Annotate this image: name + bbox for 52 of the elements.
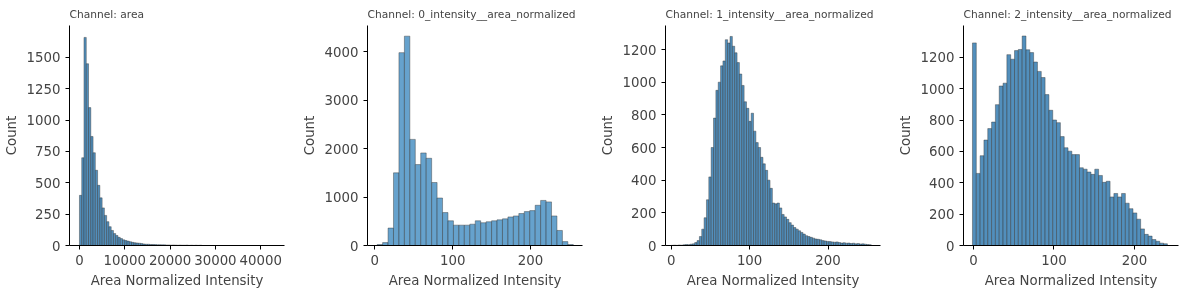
y-axis-title: Count (897, 115, 913, 156)
x-axis-title: Area Normalized Intensity (686, 272, 860, 288)
x-tick-label: 100 (439, 252, 466, 268)
y-tick-label: 3000 (324, 93, 359, 109)
y-tick-label: 200 (631, 205, 657, 221)
y-tick-label: 1000 (26, 113, 61, 129)
y-tick-label: 2000 (324, 141, 359, 157)
x-tick-label: 100 (736, 252, 763, 268)
y-tick-label: 750 (35, 144, 61, 160)
x-tick-label: 30000 (194, 252, 237, 268)
y-tick-label: 200 (929, 207, 955, 223)
x-tick-label: 10000 (103, 252, 146, 268)
chart-title: Channel: 2_intensity__area_normalized (963, 7, 1172, 21)
x-tick-label: 100 (1041, 252, 1067, 268)
y-tick-label: 1200 (622, 42, 657, 58)
y-tick-label: 1000 (622, 75, 657, 91)
x-tick-label: 40000 (239, 252, 282, 268)
y-tick-label: 1200 (920, 50, 955, 66)
y-axis-title: Count (3, 115, 19, 156)
y-tick-label: 400 (631, 173, 657, 189)
y-tick-label: 0 (648, 238, 657, 254)
x-tick-label: 200 (815, 252, 841, 268)
x-tick-label: 200 (517, 252, 544, 268)
y-tick-label: 0 (946, 238, 955, 254)
y-tick-label: 250 (35, 207, 61, 223)
x-tick-label: 20000 (148, 252, 192, 268)
y-tick-label: 600 (631, 140, 657, 156)
y-tick-label: 500 (35, 175, 61, 191)
chart-title: Channel: 0_intensity__area_normalized (367, 7, 576, 21)
x-axis-title: Area Normalized Intensity (388, 272, 562, 288)
y-tick-label: 0 (350, 238, 359, 254)
y-tick-label: 4000 (324, 44, 359, 60)
y-tick-label: 0 (52, 238, 61, 254)
y-axis-title: Count (599, 115, 615, 156)
y-tick-label: 1500 (26, 50, 61, 66)
y-tick-label: 1000 (920, 81, 955, 97)
x-tick-label: 0 (75, 252, 84, 268)
chart-title: Channel: area (69, 7, 144, 21)
y-axis-title: Count (301, 115, 317, 156)
y-tick-label: 1250 (26, 81, 61, 97)
y-tick-label: 1000 (324, 190, 359, 206)
x-tick-label: 0 (370, 252, 380, 268)
x-tick-label: 0 (666, 252, 676, 268)
y-tick-label: 600 (929, 144, 955, 160)
y-tick-label: 800 (929, 113, 955, 129)
x-axis-title: Area Normalized Intensity (984, 272, 1158, 288)
y-tick-label: 400 (929, 175, 955, 191)
x-tick-label: 200 (1121, 252, 1148, 268)
x-axis-title: Area Normalized Intensity (90, 272, 264, 288)
x-tick-label: 0 (969, 252, 978, 268)
chart-title: Channel: 1_intensity__area_normalized (665, 7, 874, 21)
y-tick-label: 800 (631, 107, 657, 123)
